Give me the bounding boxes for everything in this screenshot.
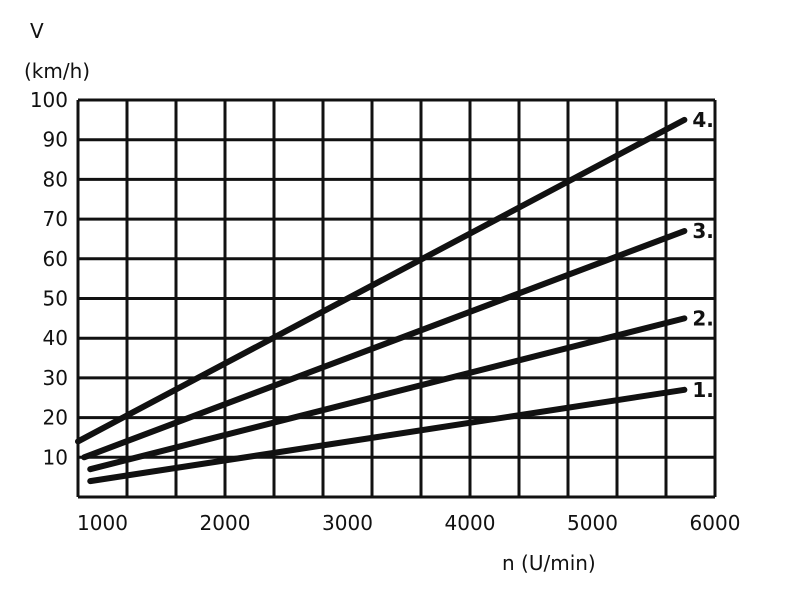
y-tick-label: 80	[43, 167, 68, 191]
series-group: 1. 2. 3. 4.	[75, 108, 714, 485]
y-tick-label: 90	[43, 128, 68, 152]
series-label-4: 4.	[692, 108, 714, 132]
x-tick-label: 3000	[322, 511, 373, 535]
series-line-2	[87, 315, 688, 473]
y-tick-label: 20	[43, 406, 68, 430]
series-line-4	[75, 116, 688, 445]
x-axis-ticks: 1000 2000 3000 4000 5000 6000	[77, 511, 740, 535]
grid	[76, 98, 717, 499]
y-axis-symbol: V	[30, 19, 44, 43]
x-tick-label: 4000	[445, 511, 496, 535]
y-tick-label: 40	[43, 326, 68, 350]
y-tick-label: 60	[43, 247, 68, 271]
series-line-1	[87, 386, 688, 485]
y-tick-label: 50	[43, 287, 68, 311]
x-tick-label: 6000	[690, 511, 741, 535]
x-tick-label: 5000	[567, 511, 618, 535]
y-axis-unit: (km/h)	[24, 59, 90, 83]
series-label-2: 2.	[692, 306, 714, 330]
series-label-1: 1.	[692, 378, 714, 402]
x-tick-label: 1000	[77, 511, 128, 535]
series-line-3	[81, 228, 688, 461]
y-axis-ticks: 10 20 30 40 50 60 70 80 90 100	[30, 88, 68, 469]
series-label-3: 3.	[692, 219, 714, 243]
y-tick-label: 70	[43, 207, 68, 231]
x-tick-label: 2000	[200, 511, 251, 535]
y-tick-label: 100	[30, 88, 68, 112]
y-tick-label: 30	[43, 366, 68, 390]
x-axis-label: n (U/min)	[502, 551, 596, 575]
y-tick-label: 10	[43, 445, 68, 469]
